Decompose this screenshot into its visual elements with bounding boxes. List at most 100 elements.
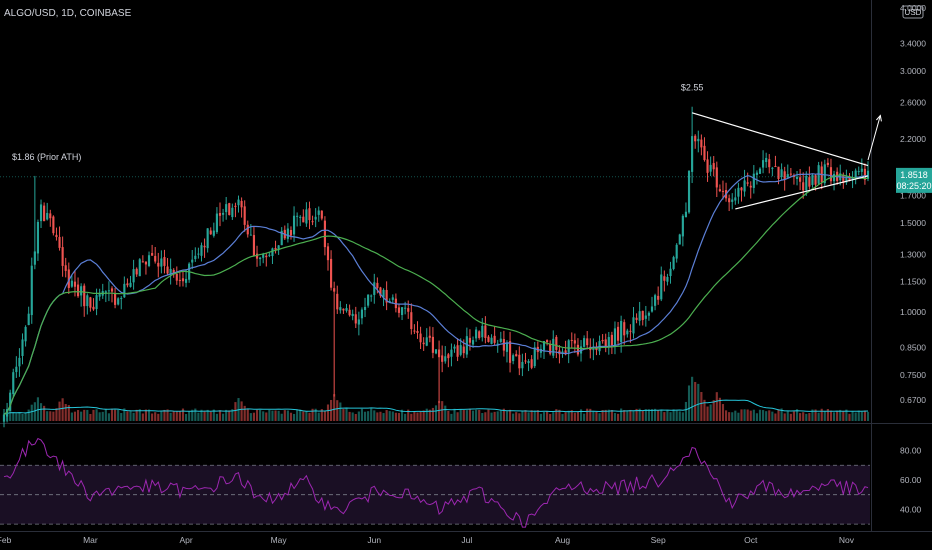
rsi-pane[interactable] — [0, 437, 870, 528]
candle[interactable] — [373, 273, 376, 304]
candle[interactable] — [286, 223, 289, 243]
candle[interactable] — [83, 283, 86, 317]
candle[interactable] — [342, 308, 345, 314]
candle[interactable] — [141, 255, 144, 263]
candle[interactable] — [249, 224, 252, 236]
candle[interactable] — [650, 296, 654, 313]
candle[interactable] — [184, 269, 188, 288]
candle[interactable] — [499, 331, 502, 343]
candle[interactable] — [135, 267, 138, 277]
candle[interactable] — [129, 275, 132, 288]
candle[interactable] — [86, 293, 89, 315]
candle[interactable] — [672, 255, 675, 271]
currency-badge[interactable]: USD — [902, 5, 924, 19]
candle[interactable] — [370, 294, 373, 302]
candle[interactable] — [660, 266, 663, 302]
trendline-upper[interactable] — [691, 112, 869, 167]
candle[interactable] — [731, 193, 734, 210]
candle[interactable] — [70, 275, 73, 288]
candle[interactable] — [262, 252, 265, 264]
candle[interactable] — [808, 166, 811, 190]
candle[interactable] — [363, 297, 367, 318]
candle[interactable] — [786, 164, 789, 178]
candle[interactable] — [92, 298, 95, 311]
candle[interactable] — [416, 321, 419, 339]
candle[interactable] — [191, 249, 194, 270]
candle[interactable] — [465, 327, 468, 358]
candle[interactable] — [314, 208, 317, 228]
candle[interactable] — [132, 259, 135, 290]
candle[interactable] — [98, 288, 101, 301]
candle[interactable] — [21, 333, 24, 365]
candle[interactable] — [697, 130, 700, 153]
candle[interactable] — [225, 196, 228, 220]
candle[interactable] — [422, 337, 425, 351]
candle[interactable] — [768, 154, 771, 174]
candle[interactable] — [795, 171, 799, 186]
candle[interactable] — [737, 182, 740, 204]
candle[interactable] — [505, 340, 509, 363]
candle[interactable] — [752, 165, 755, 194]
candle[interactable] — [471, 336, 475, 348]
candle[interactable] — [616, 322, 620, 346]
candle[interactable] — [333, 281, 336, 397]
candle[interactable] — [610, 331, 613, 354]
candle[interactable] — [863, 163, 866, 185]
candle[interactable] — [89, 296, 92, 312]
candle[interactable] — [80, 283, 83, 307]
candle[interactable] — [255, 245, 259, 267]
candle[interactable] — [524, 352, 527, 364]
candle[interactable] — [252, 226, 256, 256]
candle[interactable] — [542, 340, 546, 359]
candle[interactable] — [259, 256, 262, 266]
candle[interactable] — [292, 206, 296, 242]
candle[interactable] — [783, 166, 786, 191]
candle[interactable] — [823, 159, 826, 186]
candle[interactable] — [144, 261, 148, 275]
candle[interactable] — [283, 225, 286, 240]
candle[interactable] — [743, 169, 746, 197]
candle[interactable] — [666, 273, 669, 286]
candle[interactable] — [166, 258, 169, 276]
candle[interactable] — [2, 409, 6, 428]
candle[interactable] — [817, 161, 820, 185]
candle[interactable] — [147, 251, 151, 268]
candle[interactable] — [857, 166, 860, 176]
candle[interactable] — [623, 319, 626, 345]
candle[interactable] — [780, 163, 783, 181]
candle[interactable] — [715, 161, 718, 198]
candle[interactable] — [49, 209, 52, 227]
candle[interactable] — [339, 301, 342, 314]
candle[interactable] — [394, 293, 397, 313]
candle[interactable] — [431, 327, 434, 359]
candle[interactable] — [206, 228, 209, 253]
candle[interactable] — [832, 170, 836, 191]
candle[interactable] — [814, 174, 817, 191]
candle[interactable] — [765, 152, 768, 168]
candle[interactable] — [33, 175, 36, 270]
candle[interactable] — [209, 227, 212, 235]
candle[interactable] — [58, 226, 61, 251]
candle[interactable] — [30, 257, 33, 324]
candle[interactable] — [586, 331, 589, 350]
candle[interactable] — [456, 338, 459, 362]
candle[interactable] — [860, 158, 863, 178]
candle[interactable] — [360, 307, 364, 325]
candle[interactable] — [163, 249, 166, 274]
candle[interactable] — [240, 197, 243, 218]
candle[interactable] — [518, 346, 521, 376]
candle[interactable] — [154, 246, 157, 264]
candle[interactable] — [718, 184, 721, 193]
candle[interactable] — [12, 368, 15, 398]
candle[interactable] — [604, 333, 607, 353]
candle[interactable] — [438, 340, 441, 404]
candle[interactable] — [758, 167, 762, 174]
candle[interactable] — [484, 316, 487, 344]
candle[interactable] — [583, 335, 586, 348]
candle[interactable] — [626, 328, 629, 338]
candle[interactable] — [397, 303, 401, 318]
candle[interactable] — [55, 227, 58, 241]
candle[interactable] — [280, 227, 283, 246]
candle[interactable] — [67, 262, 70, 295]
